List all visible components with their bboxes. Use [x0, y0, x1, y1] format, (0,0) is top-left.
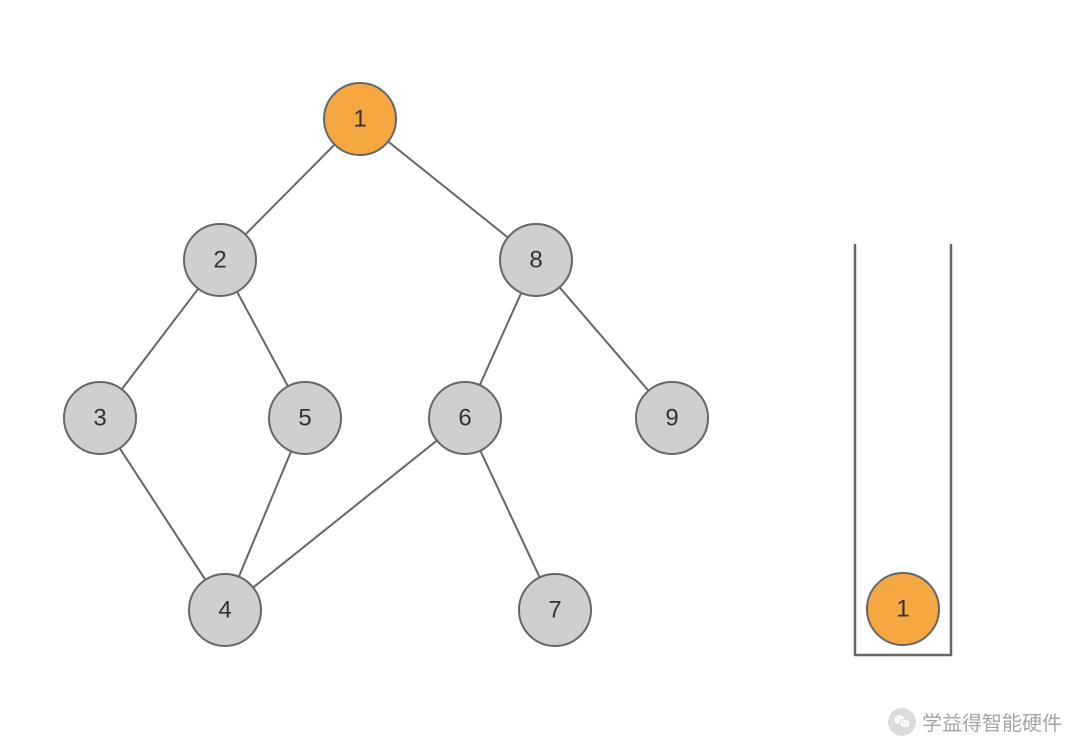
graph-edge	[480, 451, 539, 578]
diagram-canvas: 1 2 8 3 5 6 9 4 7 1	[0, 0, 1080, 750]
graph-node-label: 5	[298, 405, 311, 432]
graph-node: 5	[269, 382, 341, 454]
graph-node: 4	[189, 574, 261, 646]
graph-node: 6	[429, 382, 501, 454]
graph-edge	[245, 145, 334, 235]
graph-edge	[253, 440, 437, 587]
graph-edge	[122, 289, 198, 390]
stack-container: 1	[855, 245, 951, 655]
graph-edge	[237, 292, 288, 387]
graph-node: 9	[636, 382, 708, 454]
graph-node-label: 1	[353, 106, 366, 133]
graph-node: 3	[64, 382, 136, 454]
stack-item: 1	[867, 573, 939, 645]
graph-edges	[120, 142, 649, 588]
graph-node-label: 8	[529, 247, 542, 274]
graph-node-label: 9	[665, 405, 678, 432]
graph-edge	[480, 293, 521, 385]
graph-node: 2	[184, 224, 256, 296]
graph-node: 8	[500, 224, 572, 296]
graph-edge	[559, 287, 648, 390]
graph-edge	[120, 448, 206, 580]
graph-nodes: 1 2 8 3 5 6 9 4 7	[64, 83, 708, 646]
graph-node-label: 2	[213, 247, 226, 274]
graph-node-label: 7	[548, 597, 561, 624]
graph-node: 1	[324, 83, 396, 155]
graph-node-label: 4	[218, 597, 231, 624]
graph-node-label: 6	[458, 405, 471, 432]
graph-edge	[239, 451, 291, 577]
graph-node: 7	[519, 574, 591, 646]
graph-node-label: 3	[93, 405, 106, 432]
stack-item-label: 1	[896, 596, 909, 623]
graph-edge	[388, 142, 508, 238]
